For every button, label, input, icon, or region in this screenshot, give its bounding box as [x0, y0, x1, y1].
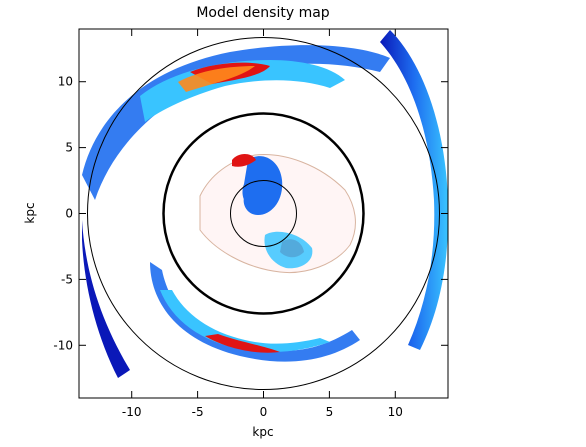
outer-circle — [87, 37, 440, 390]
density-core-spiral — [242, 156, 283, 215]
y-axis-label: kpc — [23, 202, 37, 223]
y-tick-label: 0 — [65, 207, 73, 221]
y-tick-label: 10 — [58, 75, 73, 89]
inner-circle — [230, 180, 297, 247]
density-arm-upper-left-core — [140, 60, 345, 122]
x-axis-ticks: -10 -5 0 5 10 — [122, 29, 403, 419]
x-tick-label: -10 — [122, 405, 142, 419]
density-arm-lower — [150, 262, 360, 362]
y-axis-ticks: -10 -5 0 5 10 — [53, 75, 448, 352]
density-inner-ring — [199, 154, 356, 274]
density-arm-lower-core — [160, 290, 330, 353]
x-tick-label: 0 — [260, 405, 268, 419]
density-core-left-peak — [232, 154, 256, 167]
density-arm-lower-peak — [205, 334, 280, 353]
y-tick-label: -5 — [61, 272, 73, 286]
x-axis-label: kpc — [252, 425, 273, 439]
density-field — [82, 30, 448, 378]
x-tick-label: -5 — [192, 405, 204, 419]
density-arm-right — [380, 30, 448, 350]
density-arm-upper-left-hot — [178, 66, 255, 92]
y-tick-label: -10 — [53, 338, 73, 352]
middle-circle — [162, 112, 365, 315]
density-arm-lower-left — [82, 220, 130, 378]
x-tick-label: 10 — [388, 405, 403, 419]
chart-title: Model density map — [196, 5, 329, 21]
x-tick-label: 5 — [326, 405, 334, 419]
density-core-blob — [264, 231, 313, 269]
y-tick-label: 5 — [65, 141, 73, 155]
reference-circles — [87, 37, 440, 390]
